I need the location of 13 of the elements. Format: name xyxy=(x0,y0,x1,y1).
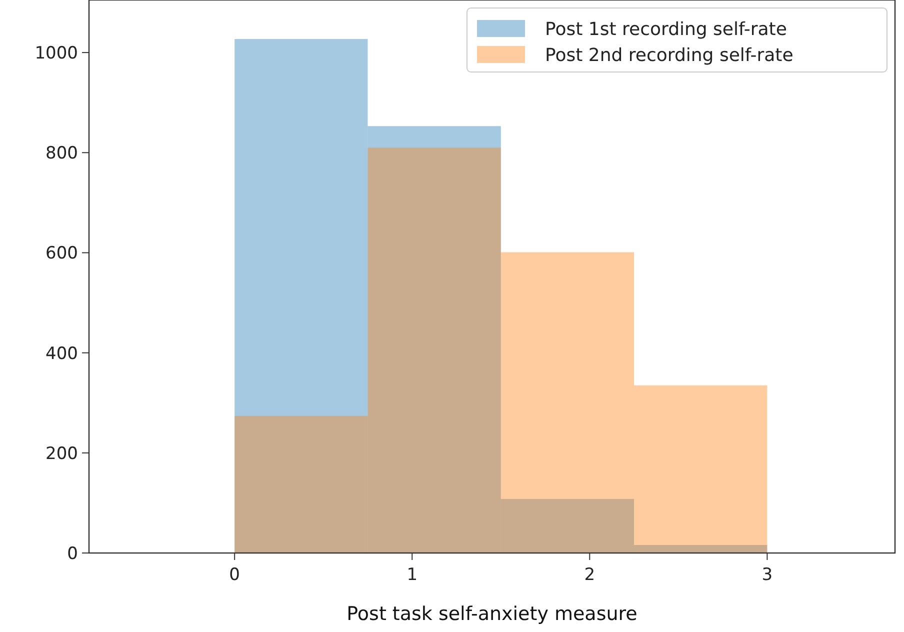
x-axis-title: Post task self-anxiety measure xyxy=(346,603,638,625)
x-tick-label: 1 xyxy=(406,565,418,585)
y-tick-label: 0 xyxy=(67,544,78,564)
y-tick-label: 600 xyxy=(46,244,78,264)
y-tick-label: 400 xyxy=(46,344,78,364)
y-tick-label: 200 xyxy=(46,444,78,464)
x-tick-label: 0 xyxy=(229,565,240,585)
legend-label: Post 1st recording self-rate xyxy=(545,19,787,40)
x-tick-label: 3 xyxy=(762,565,773,585)
legend-label: Post 2nd recording self-rate xyxy=(545,45,794,66)
y-tick-label: 1000 xyxy=(34,44,78,64)
x-tick-label: 2 xyxy=(584,565,596,585)
y-tick-label: 800 xyxy=(46,144,78,164)
